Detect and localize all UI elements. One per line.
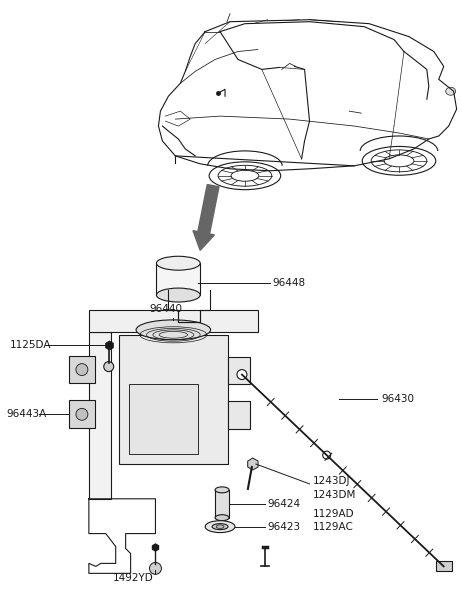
Ellipse shape xyxy=(205,520,235,532)
Text: 96443A: 96443A xyxy=(6,409,47,419)
Text: 1243DJ: 1243DJ xyxy=(312,476,350,486)
Bar xyxy=(436,561,452,572)
Bar xyxy=(157,263,200,295)
Text: 1129AC: 1129AC xyxy=(312,522,353,532)
Bar xyxy=(89,332,111,499)
Bar xyxy=(69,400,95,429)
Text: 1125DA: 1125DA xyxy=(9,340,51,350)
Bar xyxy=(228,401,250,429)
Text: 96424: 96424 xyxy=(268,499,301,509)
Bar xyxy=(69,356,95,383)
Ellipse shape xyxy=(216,525,224,528)
Ellipse shape xyxy=(157,288,200,302)
Ellipse shape xyxy=(136,320,211,340)
Circle shape xyxy=(150,563,161,575)
Ellipse shape xyxy=(215,487,229,493)
Text: 96423: 96423 xyxy=(268,522,301,532)
Text: 96440: 96440 xyxy=(149,304,182,314)
Ellipse shape xyxy=(446,87,456,95)
Text: 1243DM: 1243DM xyxy=(312,490,356,500)
Bar xyxy=(119,335,228,464)
Text: 1492YD: 1492YD xyxy=(113,573,153,584)
Circle shape xyxy=(237,370,247,379)
Bar xyxy=(128,385,198,454)
Text: 96430: 96430 xyxy=(381,394,414,404)
Ellipse shape xyxy=(76,408,88,420)
Bar xyxy=(228,356,250,385)
Ellipse shape xyxy=(212,523,228,529)
Ellipse shape xyxy=(76,364,88,376)
FancyArrow shape xyxy=(193,185,219,250)
Text: 96448: 96448 xyxy=(273,278,306,288)
Text: 1129AD: 1129AD xyxy=(312,508,354,519)
Ellipse shape xyxy=(157,256,200,270)
Bar xyxy=(215,490,229,517)
Bar xyxy=(89,310,258,332)
Ellipse shape xyxy=(215,514,229,520)
Ellipse shape xyxy=(104,362,114,371)
